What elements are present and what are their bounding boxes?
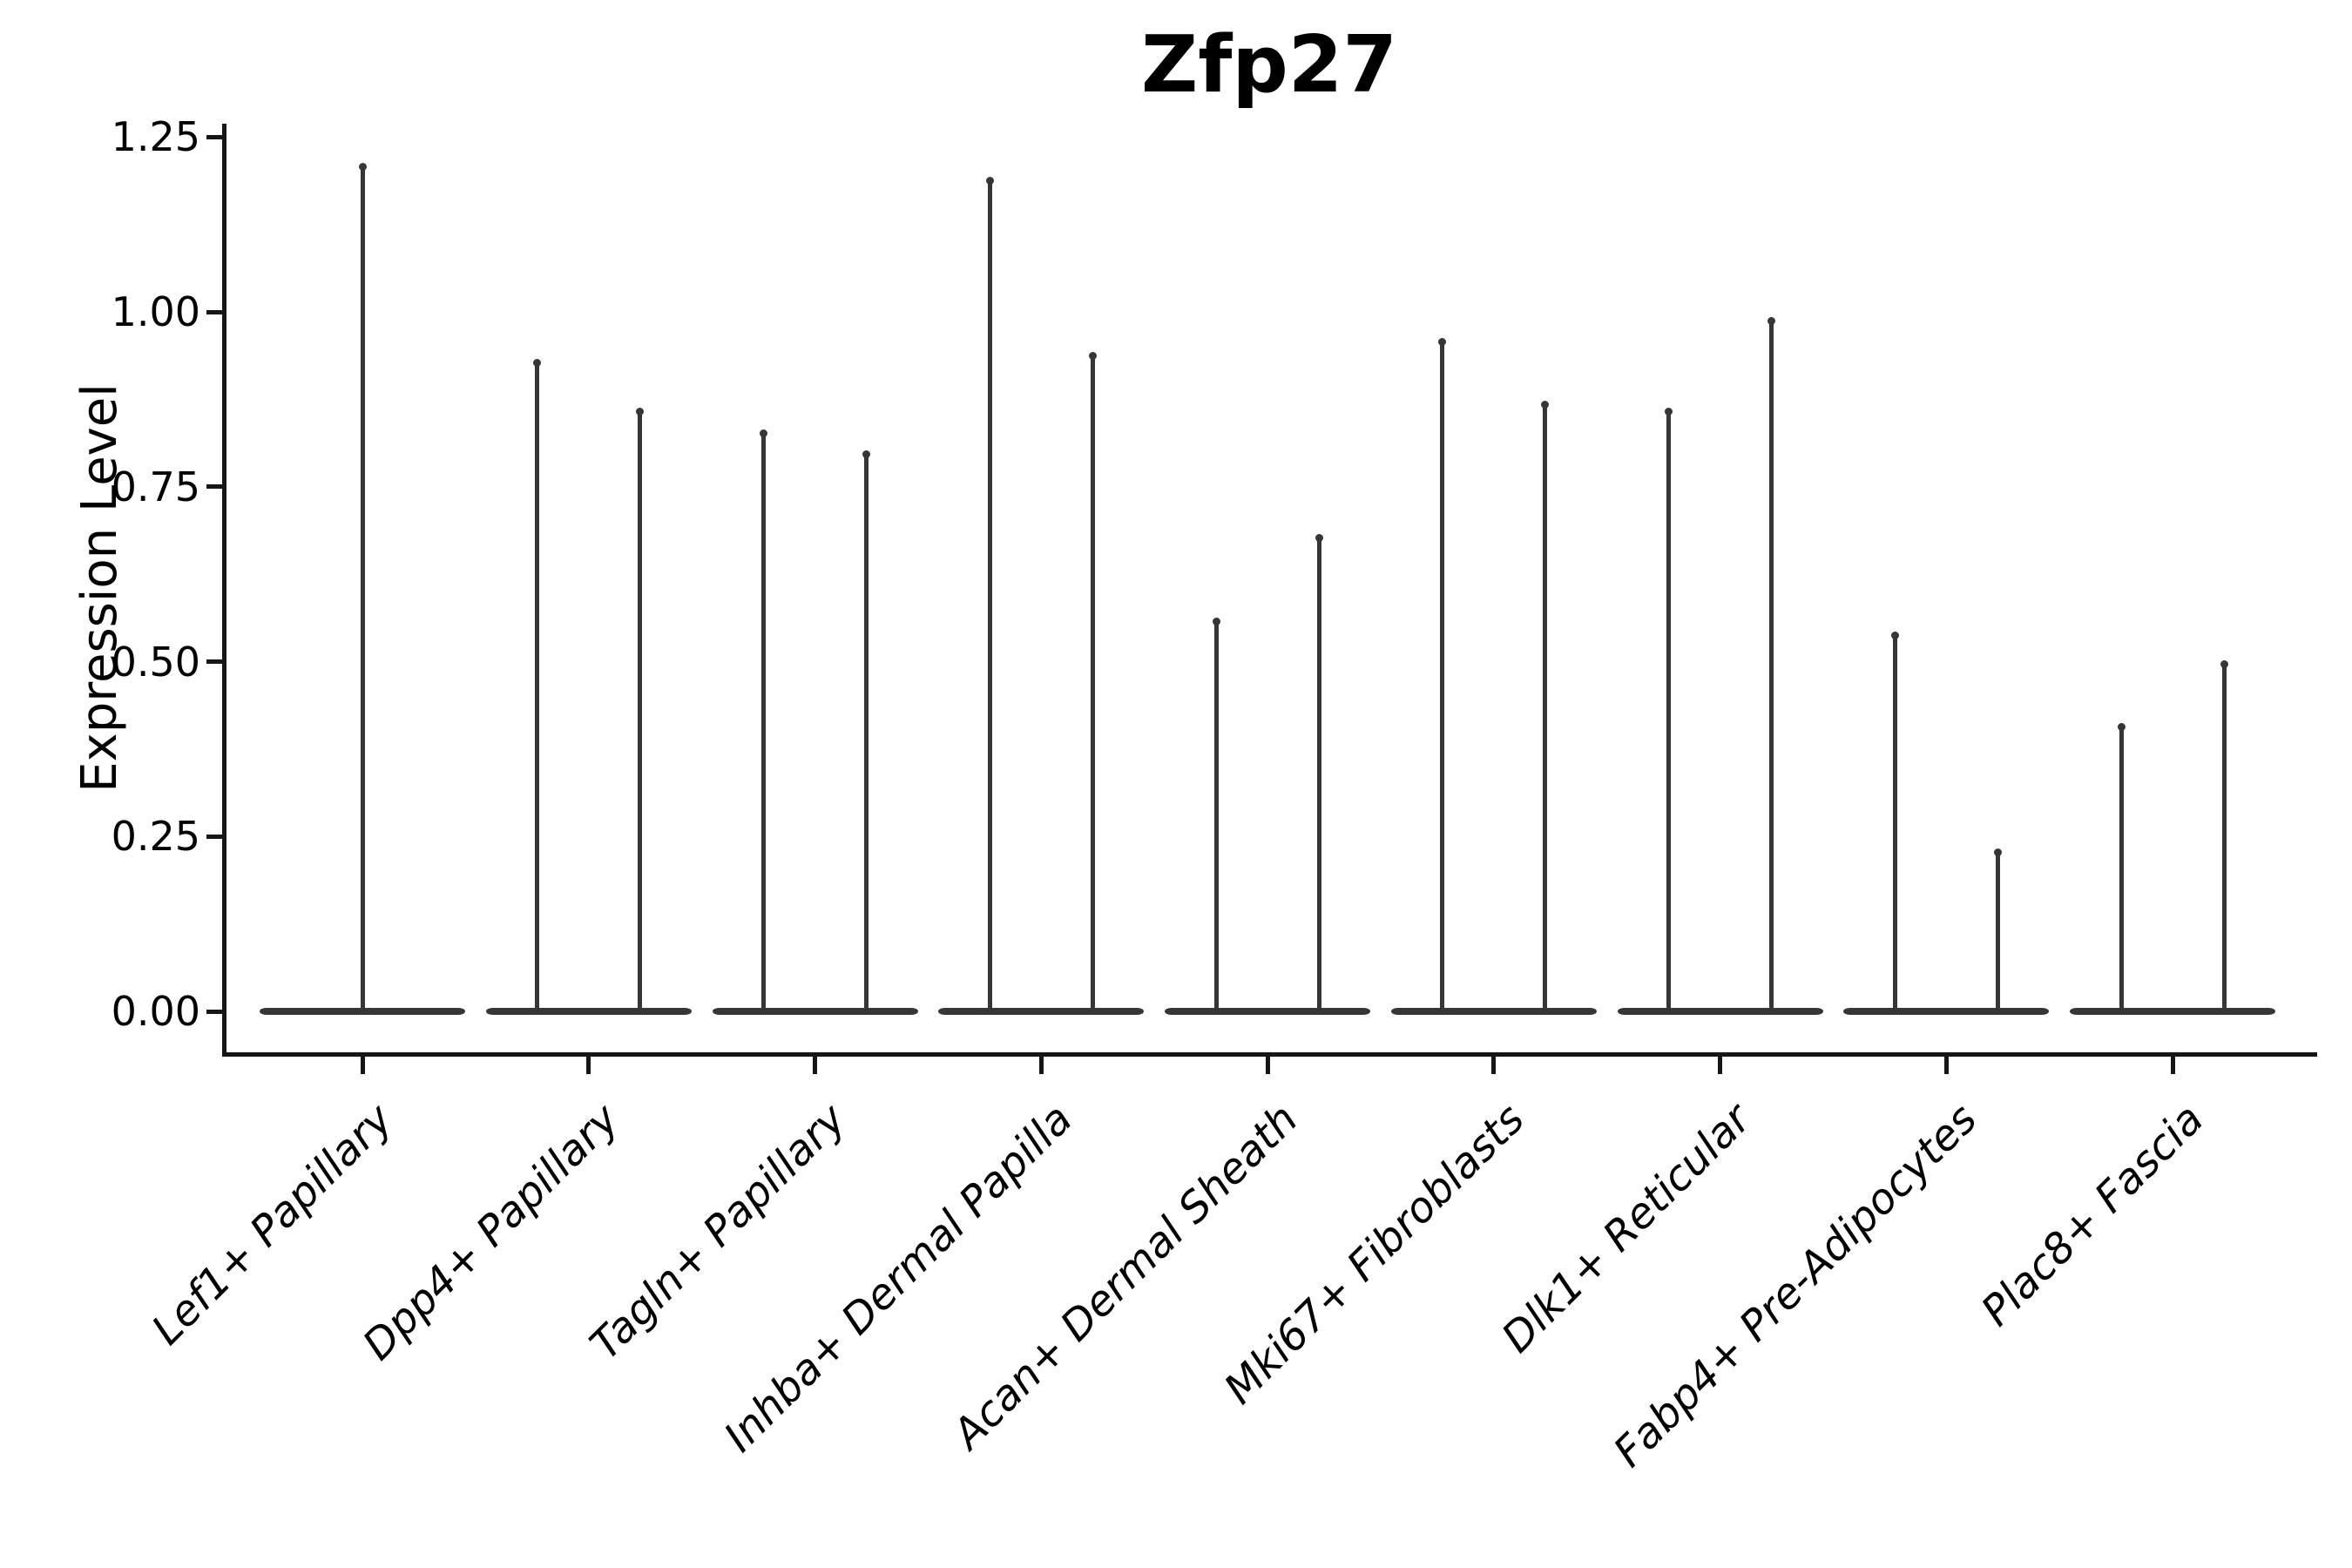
violin-spike-tip bbox=[1890, 632, 1899, 640]
violin-spike-tip bbox=[1767, 317, 1775, 326]
x-tick-mark bbox=[813, 1057, 817, 1074]
violin-spike-tip bbox=[1665, 408, 1673, 416]
y-tick-mark bbox=[206, 834, 222, 839]
x-tick-mark bbox=[1718, 1057, 1722, 1074]
violin-spike-tip bbox=[1541, 401, 1550, 409]
y-tick-mark bbox=[206, 484, 222, 490]
violin-spike bbox=[1892, 633, 1897, 1011]
y-tick-mark bbox=[206, 1009, 222, 1014]
violin-spike bbox=[1995, 850, 2000, 1011]
violin-spike-tip bbox=[1315, 533, 1323, 542]
violin-spike bbox=[2221, 661, 2227, 1011]
violin-spike-tip bbox=[1993, 848, 2002, 857]
y-tick-label: 0.00 bbox=[111, 988, 200, 1035]
violin-spike bbox=[1440, 340, 1445, 1011]
violin-spike-tip bbox=[2117, 722, 2126, 731]
violin-base bbox=[1390, 1008, 1597, 1015]
violin-spike-tip bbox=[760, 429, 767, 437]
violin-spike bbox=[761, 430, 766, 1011]
x-tick-mark bbox=[1491, 1057, 1497, 1074]
x-tick-mark bbox=[1038, 1057, 1044, 1074]
chart-title: Zfp27 bbox=[1140, 19, 1398, 111]
x-tick-mark bbox=[1943, 1057, 1949, 1074]
violin-spike-tip bbox=[2220, 659, 2228, 668]
violin-spike bbox=[360, 165, 365, 1011]
violin-spike-tip bbox=[862, 449, 870, 458]
y-tick-label: 1.00 bbox=[111, 288, 200, 335]
y-tick-mark bbox=[206, 659, 222, 664]
violin-base bbox=[938, 1008, 1145, 1015]
violin-base bbox=[1165, 1008, 1370, 1015]
y-tick-mark bbox=[206, 309, 222, 314]
y-tick-label: 1.25 bbox=[111, 113, 200, 161]
violin-base bbox=[2070, 1008, 2275, 1015]
violin-spike bbox=[535, 361, 540, 1011]
violin-spike bbox=[1543, 402, 1548, 1011]
violin-base bbox=[260, 1008, 465, 1015]
violin-spike bbox=[1213, 619, 1219, 1011]
x-category-label: Lef1+ Papillary bbox=[143, 1094, 403, 1355]
y-tick-mark bbox=[206, 134, 222, 139]
violin-base bbox=[1617, 1008, 1823, 1015]
y-tick-label: 0.75 bbox=[111, 463, 200, 510]
violin-spike bbox=[1090, 354, 1095, 1011]
violin-spike-tip bbox=[636, 408, 645, 416]
violin-spike-tip bbox=[358, 163, 367, 172]
x-category-label: Fabp4+ Pre-Adipocytes bbox=[1604, 1094, 1987, 1477]
x-tick-mark bbox=[1265, 1057, 1270, 1074]
y-axis-spine bbox=[222, 124, 226, 1057]
x-tick-mark bbox=[360, 1057, 365, 1074]
x-axis-spine bbox=[222, 1052, 2317, 1057]
violin-spike bbox=[1769, 319, 1774, 1011]
violin-spike-tip bbox=[1438, 338, 1447, 347]
y-tick-label: 0.50 bbox=[111, 638, 200, 686]
violin-base bbox=[712, 1008, 918, 1015]
violin-spike bbox=[1316, 535, 1321, 1011]
violin-spike bbox=[987, 179, 992, 1011]
y-tick-label: 0.25 bbox=[111, 813, 200, 861]
violin-spike-tip bbox=[985, 177, 994, 186]
violin-spike-tip bbox=[1212, 618, 1220, 626]
x-tick-mark bbox=[2170, 1057, 2175, 1074]
x-tick-mark bbox=[586, 1057, 591, 1074]
violin-base bbox=[485, 1008, 692, 1015]
x-category-label: Plac8+ Fascia bbox=[1971, 1094, 2213, 1336]
x-category-label: Dlk1+ Reticular bbox=[1492, 1094, 1761, 1362]
violin-base bbox=[1843, 1008, 2050, 1015]
y-axis-label: Expression Level bbox=[71, 383, 128, 793]
violin-spike bbox=[2119, 724, 2124, 1011]
violin-spike-tip bbox=[1088, 352, 1097, 361]
violin-spike-tip bbox=[533, 359, 542, 368]
violin-spike bbox=[864, 451, 868, 1011]
violin-spike bbox=[1666, 409, 1671, 1011]
violin-spike bbox=[638, 409, 643, 1011]
